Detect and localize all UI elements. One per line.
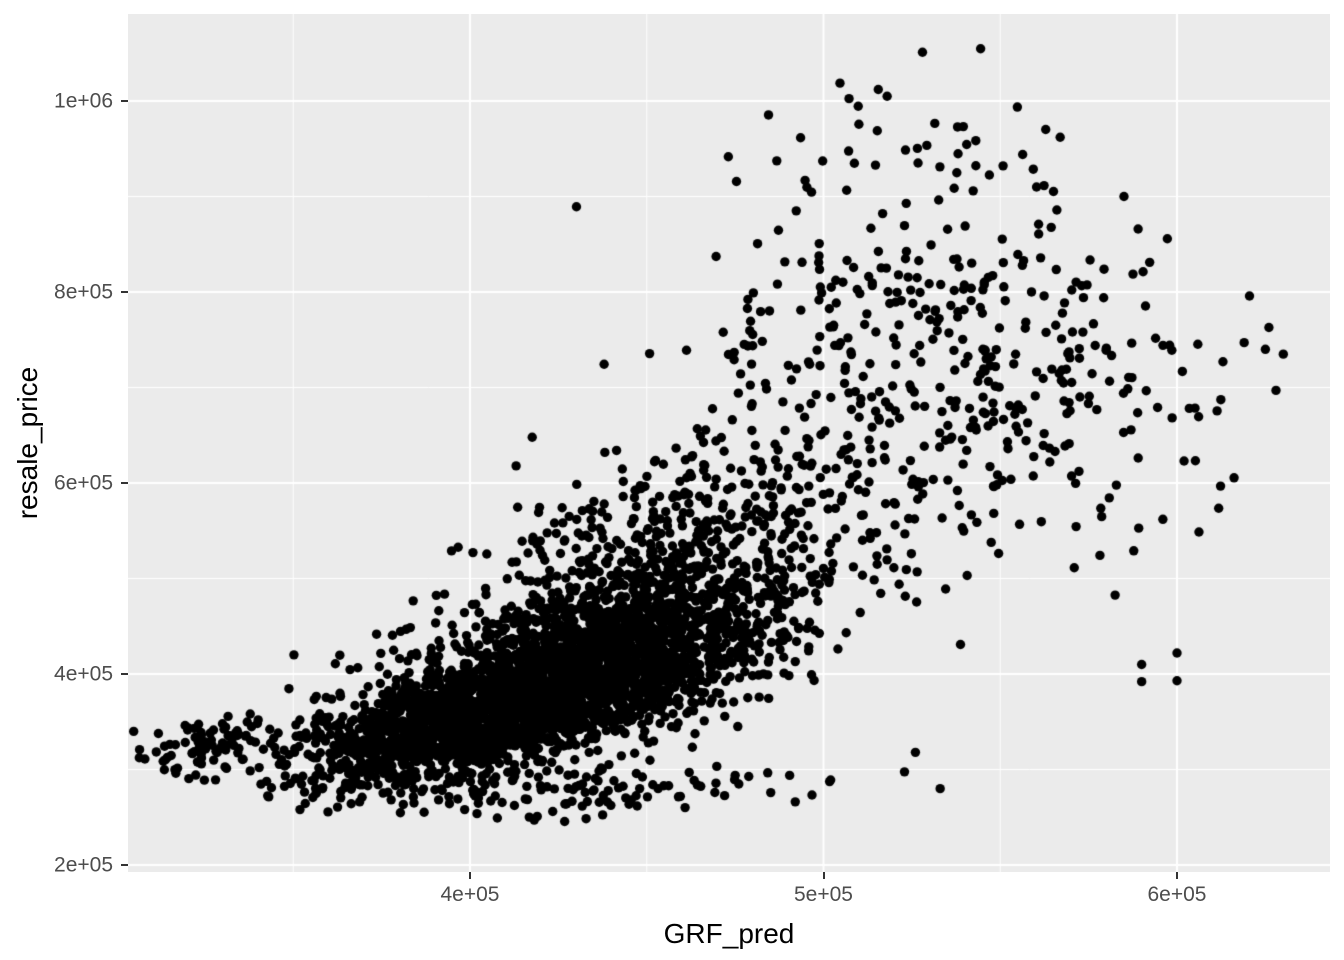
x-tick-label: 5e+05 xyxy=(794,883,853,906)
scatter-canvas xyxy=(128,14,1330,872)
y-tick-mark xyxy=(121,100,128,102)
y-tick-mark xyxy=(121,482,128,485)
y-tick-mark xyxy=(121,864,128,867)
x-tick-mark xyxy=(469,872,471,879)
y-tick-label: 6e+05 xyxy=(54,471,113,495)
x-tick-mark xyxy=(1176,872,1178,879)
x-tick-mark xyxy=(822,872,825,879)
x-tick-label: 6e+05 xyxy=(1147,883,1207,906)
y-tick-mark xyxy=(121,291,128,293)
y-tick-mark xyxy=(121,673,128,676)
plot-panel xyxy=(128,14,1330,872)
x-axis-title: GRF_pred xyxy=(663,918,795,949)
y-tick-label: 8e+05 xyxy=(54,280,113,304)
y-tick-label: 2e+05 xyxy=(54,853,113,877)
y-tick-label: 1e+06 xyxy=(54,89,113,113)
y-tick-label: 4e+05 xyxy=(54,662,113,686)
y-axis-title: resale_price xyxy=(12,366,43,520)
x-tick-label: 4e+05 xyxy=(440,883,500,906)
